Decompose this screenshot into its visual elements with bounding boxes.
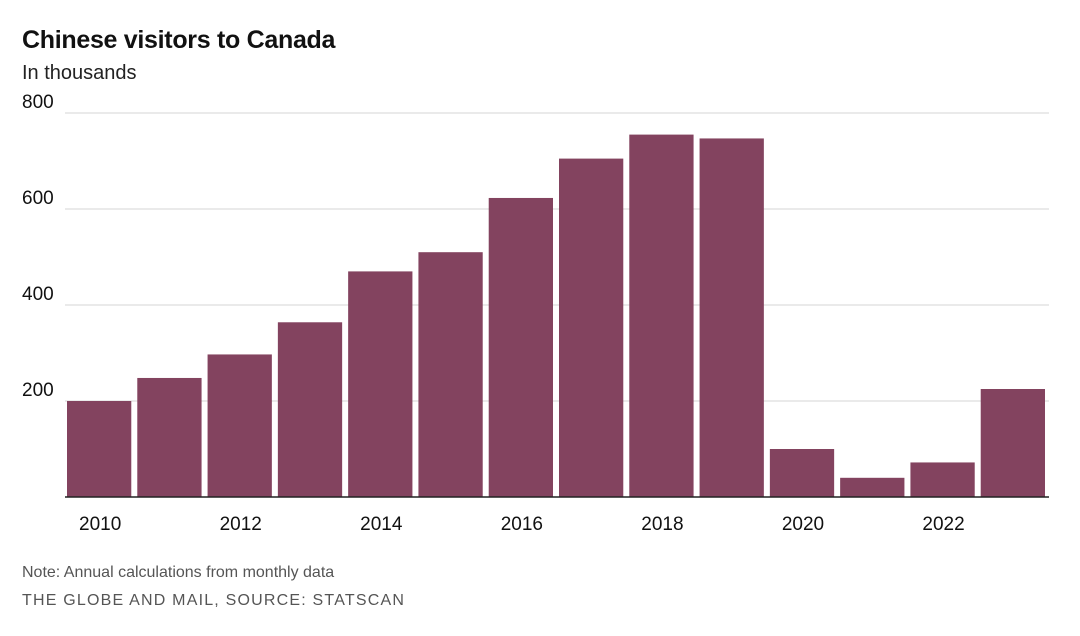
bar-2017	[559, 158, 624, 497]
y-tick-label-800: 800	[22, 92, 54, 113]
bar-2023	[980, 389, 1045, 497]
bar-chart: 200 400 600 800 2010 2012 2014 2016 2018 2020 202…	[22, 92, 1049, 535]
bar-2019	[699, 138, 764, 497]
x-axis-labels: 2010 2012 2014 2016 2018 2020 2022	[79, 514, 965, 535]
x-tick-label-2022: 2022	[922, 514, 964, 535]
y-axis-labels: 200 400 600 800	[22, 92, 54, 401]
x-tick-label-2020: 2020	[782, 514, 824, 535]
x-tick-label-2016: 2016	[501, 514, 543, 535]
x-tick-label-2012: 2012	[220, 514, 262, 535]
x-tick-label-2010: 2010	[79, 514, 121, 535]
y-tick-label-400: 400	[22, 284, 54, 305]
y-tick-label-600: 600	[22, 188, 54, 209]
bar-2014	[348, 271, 413, 497]
y-tick-label-200: 200	[22, 380, 54, 401]
bars	[67, 134, 1045, 497]
bar-2011	[137, 377, 202, 497]
bar-2020	[769, 449, 835, 497]
chart-subtitle: In thousands	[22, 62, 137, 84]
x-tick-label-2018: 2018	[641, 514, 683, 535]
bar-2018	[629, 134, 694, 497]
bar-2021	[840, 477, 905, 497]
bar-2012	[207, 354, 272, 497]
chart-title: Chinese visitors to Canada	[22, 26, 336, 54]
chart-source: THE GLOBE AND MAIL, SOURCE: STATSCAN	[22, 592, 406, 609]
bar-2022	[910, 462, 975, 497]
bar-2010	[67, 401, 132, 497]
bar-2016	[488, 197, 553, 497]
bar-2015	[418, 252, 483, 497]
chart-note: Note: Annual calculations from monthly d…	[22, 564, 335, 581]
bar-2013	[277, 322, 343, 497]
x-tick-label-2014: 2014	[360, 514, 403, 535]
